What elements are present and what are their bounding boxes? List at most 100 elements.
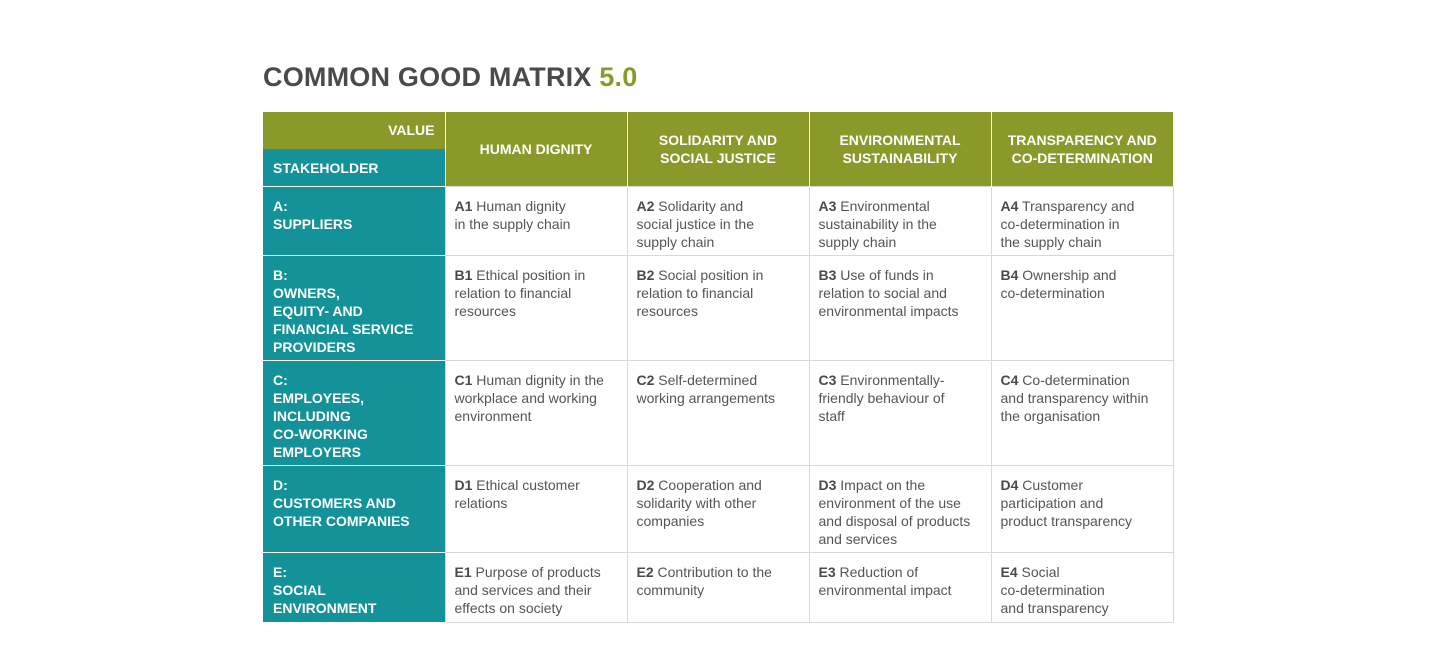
- cell-text: Human dignity in the: [476, 371, 604, 388]
- cell-text: product transparency: [1000, 512, 1133, 529]
- cell-text: social justice in the: [636, 215, 755, 232]
- cell-text: the supply chain: [1000, 233, 1102, 250]
- cell-code: B4: [1000, 266, 1019, 283]
- cell-text: co-determination in: [1000, 215, 1120, 232]
- cell-text: the organisation: [1000, 407, 1101, 424]
- cell-text: friendly behaviour of: [818, 389, 945, 406]
- cell-text: environment of the use: [818, 494, 961, 511]
- cell-text: Solidarity and: [658, 197, 744, 214]
- cell-text: environmental impact: [818, 581, 952, 598]
- cell-code: C1: [454, 371, 473, 388]
- matrix-cell-b4: B4 Ownership and co-determination: [990, 254, 1174, 361]
- cell-text: and transparency: [1000, 599, 1109, 616]
- cell-text: Ethical position in: [476, 266, 586, 283]
- cell-text: Social position in: [658, 266, 764, 283]
- cell-text: Contribution to the: [657, 563, 772, 580]
- value-header-line: HUMAN DIGNITY: [479, 140, 593, 157]
- cell-text: and services: [818, 530, 898, 547]
- stakeholder-line: FINANCIAL SERVICE: [273, 320, 414, 337]
- matrix-cell-c3: C3 Environmentally- friendly behaviour o…: [808, 359, 992, 466]
- matrix-row-a: A: SUPPLIERS A1 Human dignity in the sup…: [263, 185, 1174, 256]
- matrix-cell-d1: D1 Ethical customer relations: [444, 464, 628, 553]
- stakeholder-line: EMPLOYEES,: [273, 389, 365, 406]
- cell-text: Self-determined: [658, 371, 758, 388]
- stakeholder-line: PROVIDERS: [273, 338, 356, 355]
- matrix-corner: VALUE STAKEHOLDER: [263, 112, 445, 187]
- cell-text: sustainability in the: [818, 215, 937, 232]
- cell-code: E4: [1000, 563, 1018, 580]
- cell-text: and services and their: [454, 581, 592, 598]
- title-main: COMMON GOOD MATRIX: [263, 62, 592, 92]
- stakeholder-line: SUPPLIERS: [273, 215, 353, 232]
- cell-code: D1: [454, 476, 473, 493]
- cell-text: environmental impacts: [818, 302, 959, 319]
- cell-text: co-determination: [1000, 581, 1105, 598]
- cell-text: companies: [636, 512, 705, 529]
- stakeholder-line: A:: [273, 197, 288, 214]
- cell-text: participation and: [1000, 494, 1104, 511]
- matrix-cell-a3: A3 Environmental sustainability in the s…: [808, 185, 992, 256]
- stakeholder-line: INCLUDING: [273, 407, 351, 424]
- matrix-row-d: D: CUSTOMERS AND OTHER COMPANIES D1 Ethi…: [263, 464, 1174, 553]
- cell-code: C2: [636, 371, 655, 388]
- cell-code: C3: [818, 371, 837, 388]
- stakeholder-line: E:: [273, 563, 287, 580]
- stakeholder-line: EMPLOYERS: [273, 443, 361, 460]
- cell-text: supply chain: [636, 233, 715, 250]
- matrix-cell-e3: E3 Reduction of environmental impact: [808, 551, 992, 623]
- cell-text: co-determination: [1000, 284, 1105, 301]
- cell-text: Ownership and: [1022, 266, 1117, 283]
- page-title: COMMON GOOD MATRIX 5.0: [263, 62, 637, 93]
- cell-text: resources: [454, 302, 516, 319]
- cell-code: B2: [636, 266, 655, 283]
- cell-text: resources: [636, 302, 698, 319]
- cell-text: Customer: [1022, 476, 1083, 493]
- matrix-cell-a1: A1 Human dignity in the supply chain: [444, 185, 628, 256]
- stakeholder-employees: C: EMPLOYEES, INCLUDING CO-WORKING EMPLO…: [263, 359, 445, 465]
- cell-code: A4: [1000, 197, 1019, 214]
- stakeholder-line: EQUITY- AND: [273, 302, 363, 319]
- cell-code: E2: [636, 563, 654, 580]
- matrix-cell-a2: A2 Solidarity and social justice in the …: [626, 185, 810, 256]
- matrix-row-b: B: OWNERS, EQUITY- AND FINANCIAL SERVICE…: [263, 254, 1174, 361]
- matrix-cell-c4: C4 Co-determination and transparency wit…: [990, 359, 1174, 466]
- stakeholder-social-environment: E: SOCIAL ENVIRONMENT: [263, 551, 445, 622]
- cell-text: staff: [818, 407, 845, 424]
- cell-text: working arrangements: [636, 389, 776, 406]
- stakeholder-customers: D: CUSTOMERS AND OTHER COMPANIES: [263, 464, 445, 552]
- cell-text: community: [636, 581, 705, 598]
- matrix-cell-e1: E1 Purpose of products and services and …: [444, 551, 628, 623]
- cell-text: relation to financial: [636, 284, 754, 301]
- cell-text: Transparency and: [1022, 197, 1135, 214]
- stakeholder-line: CUSTOMERS AND: [273, 494, 396, 511]
- matrix-cell-c1: C1 Human dignity in the workplace and wo…: [444, 359, 628, 466]
- cell-text: Social: [1021, 563, 1060, 580]
- matrix-cell-d2: D2 Cooperation and solidarity with other…: [626, 464, 810, 553]
- cell-code: B1: [454, 266, 473, 283]
- matrix-cell-d3: D3 Impact on the environment of the use …: [808, 464, 992, 553]
- cell-text: supply chain: [818, 233, 897, 250]
- value-header-line: SOCIAL JUSTICE: [660, 149, 776, 166]
- matrix-cell-e4: E4 Social co-determination and transpare…: [990, 551, 1174, 623]
- cell-text: environment: [454, 407, 532, 424]
- cell-code: D3: [818, 476, 837, 493]
- title-version: 5.0: [599, 62, 638, 92]
- value-header-line: SOLIDARITY AND: [658, 131, 778, 148]
- cell-text: Reduction of: [839, 563, 919, 580]
- cell-text: Purpose of products: [475, 563, 601, 580]
- stakeholder-line: D:: [273, 476, 288, 493]
- matrix-row-c: C: EMPLOYEES, INCLUDING CO-WORKING EMPLO…: [263, 359, 1174, 466]
- stakeholder-line: SOCIAL: [273, 581, 326, 598]
- cell-text: Use of funds in: [840, 266, 934, 283]
- stakeholder-line: ENVIRONMENT: [273, 599, 377, 616]
- cell-code: A3: [818, 197, 837, 214]
- matrix-header-row: VALUE STAKEHOLDER HUMAN DIGNITY SOLIDARI…: [263, 112, 1173, 187]
- cell-text: relation to social and: [818, 284, 947, 301]
- value-header-environmental: ENVIRONMENTAL SUSTAINABILITY: [808, 112, 991, 186]
- cell-code: E3: [818, 563, 836, 580]
- matrix-cell-e2: E2 Contribution to the community: [626, 551, 810, 623]
- matrix-cell-b1: B1 Ethical position in relation to finan…: [444, 254, 628, 361]
- stakeholder-line: CO-WORKING: [273, 425, 368, 442]
- matrix-cell-a4: A4 Transparency and co-determination in …: [990, 185, 1174, 256]
- value-header-line: CO-DETERMINATION: [1011, 149, 1153, 166]
